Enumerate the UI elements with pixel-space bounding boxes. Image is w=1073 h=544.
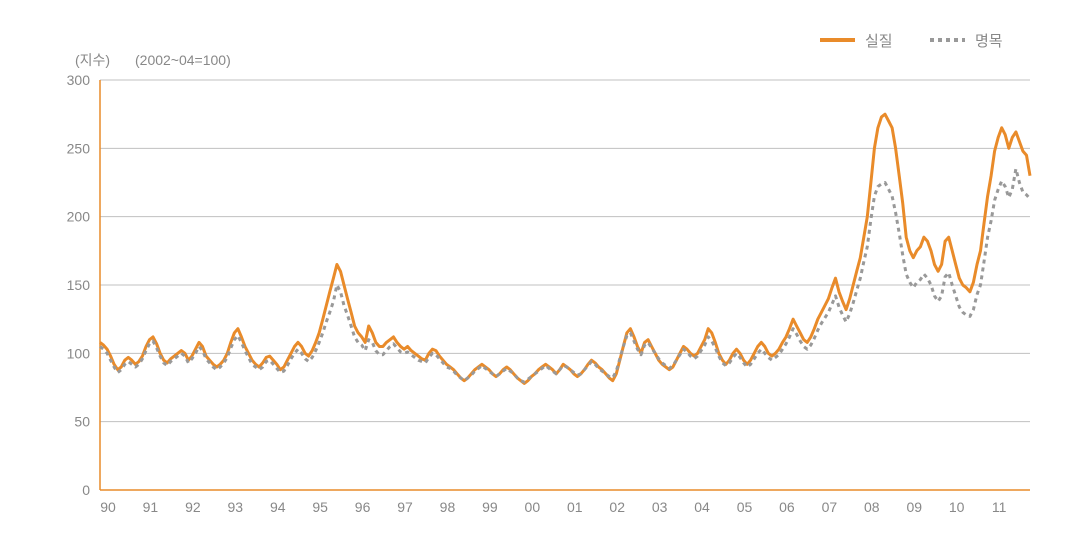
series-real	[100, 114, 1030, 383]
x-tick-label: 04	[694, 499, 710, 515]
x-tick-label: 03	[652, 499, 668, 515]
x-tick-label: 08	[864, 499, 880, 515]
x-tick-label: 95	[312, 499, 328, 515]
x-tick-label: 92	[185, 499, 201, 515]
x-tick-label: 94	[270, 499, 286, 515]
y-tick-label: 150	[67, 277, 91, 293]
x-tick-label: 93	[228, 499, 244, 515]
x-tick-label: 07	[822, 499, 838, 515]
x-tick-label: 02	[609, 499, 625, 515]
y-tick-label: 200	[67, 209, 91, 225]
x-tick-label: 97	[397, 499, 413, 515]
y-tick-label: 100	[67, 345, 91, 361]
series-nominal	[100, 169, 1030, 382]
x-tick-label: 01	[567, 499, 583, 515]
chart-container: 0501001502002503009091929394959697989900…	[20, 20, 1053, 524]
y-tick-label: 250	[67, 140, 91, 156]
x-tick-label: 11	[992, 499, 1007, 515]
x-tick-label: 91	[143, 499, 159, 515]
y-tick-label: 0	[82, 482, 90, 498]
x-tick-label: 05	[737, 499, 753, 515]
chart-subtitle: (2002~04=100)	[135, 52, 231, 68]
line-chart: 0501001502002503009091929394959697989900…	[20, 20, 1053, 524]
legend-label: 실질	[865, 33, 893, 50]
x-tick-label: 99	[482, 499, 498, 515]
y-axis-title: (지수)	[75, 52, 110, 68]
y-tick-label: 50	[74, 414, 90, 430]
legend-label: 명목	[975, 33, 1003, 50]
x-tick-label: 09	[906, 499, 922, 515]
x-tick-label: 10	[949, 499, 965, 515]
x-tick-label: 96	[355, 499, 371, 515]
y-tick-label: 300	[67, 72, 91, 88]
x-tick-label: 98	[440, 499, 456, 515]
x-tick-label: 00	[525, 499, 541, 515]
x-tick-label: 90	[100, 499, 116, 515]
x-tick-label: 06	[779, 499, 795, 515]
